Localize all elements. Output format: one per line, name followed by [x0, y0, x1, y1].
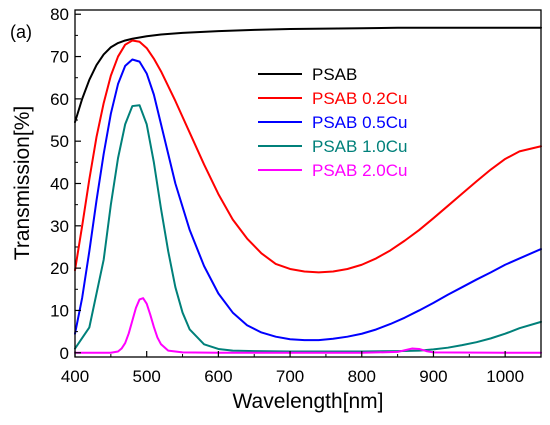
series-line-2 [74, 58, 542, 342]
y-tick-label-0: 0 [60, 344, 69, 363]
y-tick-label-8: 80 [50, 5, 69, 24]
y-tick-label-3: 30 [50, 217, 69, 236]
x-axis-title: Wavelength[nm] [233, 390, 384, 413]
y-tick-label-2: 20 [50, 259, 69, 278]
series-layer [74, 26, 542, 354]
panel-label: (a) [10, 22, 32, 42]
series-line-4 [74, 297, 542, 354]
y-tick-label-5: 50 [50, 132, 69, 151]
y-tick-label-6: 60 [50, 90, 69, 109]
legend-label-3: PSAB 1.0Cu [312, 137, 407, 156]
x-tick-label-6: 1000 [486, 367, 524, 386]
y-tick-label-4: 40 [50, 175, 69, 194]
legend-label-0: PSAB [312, 65, 357, 84]
x-axis: 400 500 600 700 800 900 1000 [61, 351, 524, 386]
x-tick-label-3: 700 [276, 367, 304, 386]
x-tick-label-2: 600 [204, 367, 232, 386]
legend-label-1: PSAB 0.2Cu [312, 89, 407, 108]
y-axis-title: Transmission[%] [11, 106, 34, 260]
y-axis: 0 10 20 30 40 50 60 70 80 [50, 5, 81, 363]
y-tick-label-1: 10 [50, 301, 69, 320]
y-tick-label-7: 70 [50, 48, 69, 67]
series-line-3 [74, 104, 542, 353]
x-tick-label-4: 800 [348, 367, 376, 386]
x-tick-label-5: 900 [419, 367, 447, 386]
series-line-0 [74, 26, 542, 124]
x-tick-label-1: 500 [133, 367, 161, 386]
x-tick-label-0: 400 [61, 367, 89, 386]
plot-frame [74, 9, 542, 358]
series-line-1 [74, 39, 542, 274]
legend: PSAB PSAB 0.2Cu PSAB 0.5Cu PSAB 1.0Cu PSAB 2… [258, 65, 407, 180]
legend-label-2: PSAB 0.5Cu [312, 113, 407, 132]
legend-label-4: PSAB 2.0Cu [312, 161, 407, 180]
